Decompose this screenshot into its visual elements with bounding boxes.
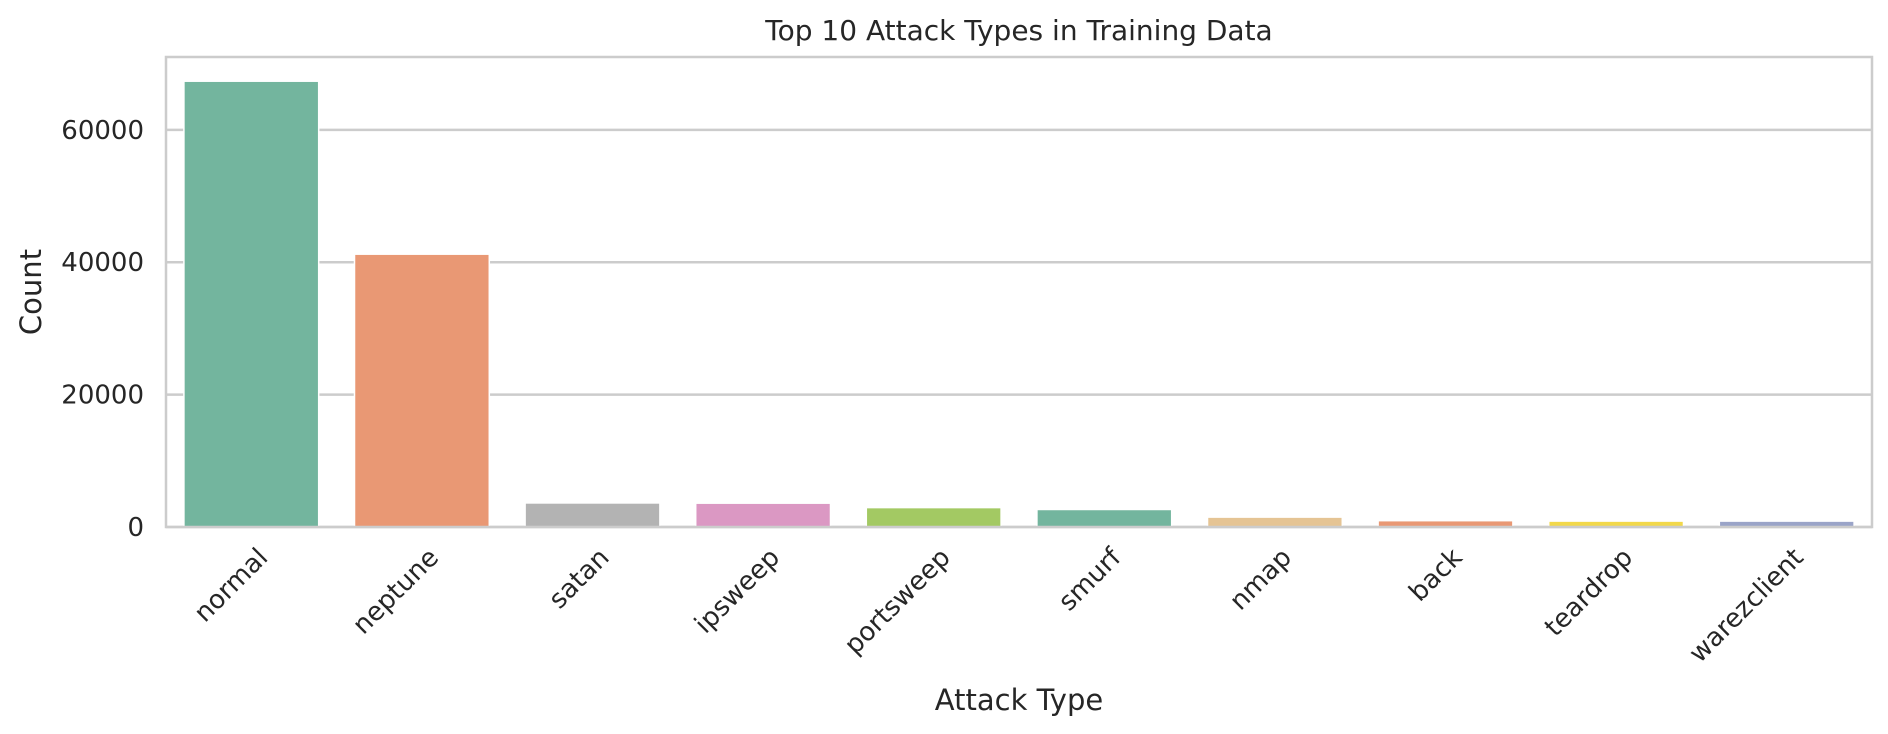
bar-nmap <box>1206 516 1344 528</box>
bars <box>183 80 1855 528</box>
bar-ipsweep <box>694 502 832 528</box>
y-tick-label: 40000 <box>61 248 144 278</box>
x-tick-label: portsweep <box>839 543 957 661</box>
x-axis-label: Attack Type <box>935 683 1103 717</box>
x-tick-label: neptune <box>347 543 445 641</box>
x-tick-label: warezclient <box>1684 543 1810 669</box>
y-axis-label: Count <box>14 249 48 335</box>
bar-neptune <box>353 253 491 528</box>
x-axis-ticks: normal neptune satan ipsweep portsweep smurf n… <box>189 542 1810 669</box>
bar-satan <box>524 502 661 528</box>
bar-smurf <box>1036 508 1173 528</box>
x-tick-label: smurf <box>1053 542 1128 617</box>
bar-portsweep <box>865 506 1002 528</box>
x-tick-label: satan <box>543 543 615 615</box>
plot-frame <box>164 55 1874 529</box>
y-tick-label: 60000 <box>61 116 144 146</box>
y-axis-ticks: 0 20000 40000 60000 <box>61 116 144 543</box>
bar-normal <box>183 80 320 528</box>
y-tick-label: 20000 <box>61 381 144 411</box>
y-tick-label: 0 <box>127 513 144 543</box>
chart-title: Top 10 Attack Types in Training Data <box>764 14 1272 47</box>
x-tick-label: ipsweep <box>689 543 786 640</box>
x-tick-label: back <box>1404 543 1469 608</box>
x-tick-label: normal <box>189 543 275 629</box>
x-tick-label: nmap <box>1224 543 1298 617</box>
x-tick-label: teardrop <box>1539 543 1639 643</box>
